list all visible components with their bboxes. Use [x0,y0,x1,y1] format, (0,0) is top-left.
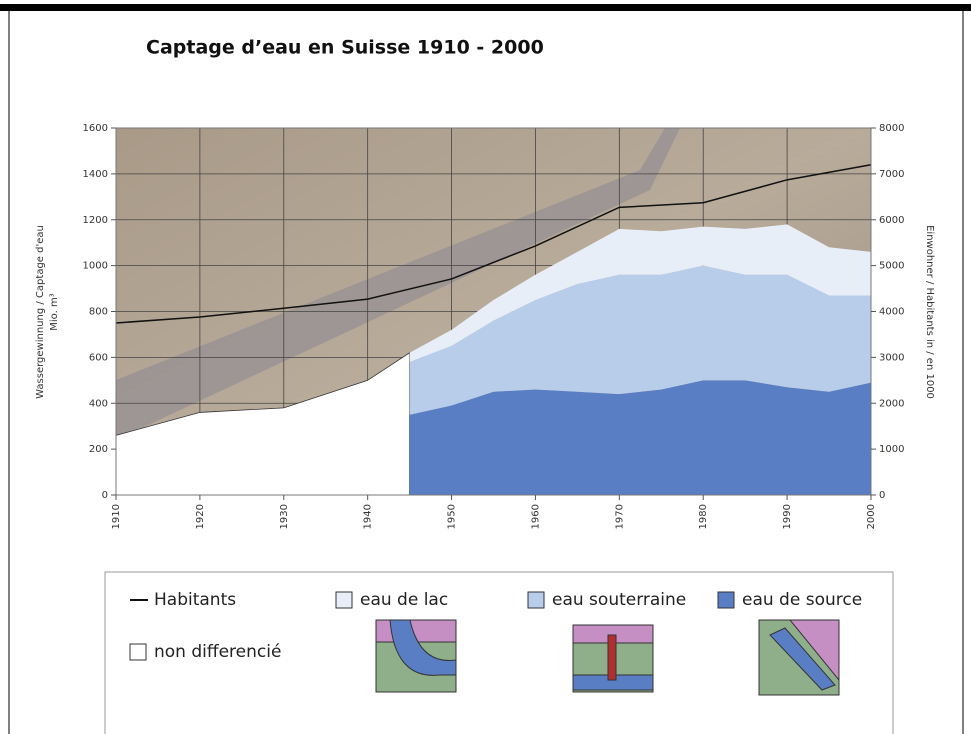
legend-swatch [336,592,352,608]
legend-swatch [528,592,544,608]
y-tick-label: 1000 [83,261,108,272]
legend-swatch [718,592,734,608]
x-tick-label: 1980 [698,504,709,529]
x-tick-label: 1960 [530,504,541,529]
legend-label: non differencié [154,642,281,662]
x-tick-label: 1940 [363,504,374,529]
y2-tick-label: 4000 [879,307,904,318]
legend-label: Habitants [154,590,236,610]
y2-tick-label: 5000 [879,261,904,272]
y-tick-label: 200 [89,444,108,455]
x-tick-label: 1950 [447,504,458,529]
x-tick-label: 2000 [866,504,877,529]
x-tick-label: 1970 [614,504,625,529]
y2-tick-label: 3000 [879,352,904,363]
y2-tick-label: 6000 [879,215,904,226]
y-tick-label: 400 [89,398,108,409]
legend-label: eau de source [742,590,862,610]
y2-tick-label: 1000 [879,444,904,455]
x-tick-label: 1990 [782,504,793,529]
area [410,380,871,495]
y-axis-label: Mio. m³ [49,293,60,330]
chart: Captage d’eau en Suisse 1910 - 2000 Wass… [0,0,971,734]
y-tick-label: 600 [89,352,108,363]
x-tick-label: 1910 [111,504,122,529]
y-tick-label: 1600 [83,123,108,134]
legend-icons [376,620,839,695]
y2-tick-label: 2000 [879,398,904,409]
y-tick-label: 1200 [83,215,108,226]
y-axis-label: Wassergewinnung / Captage d'eau [35,225,46,399]
chart-title: Captage d’eau en Suisse 1910 - 2000 [146,37,544,59]
y-tick-label: 0 [102,490,108,501]
legend-label: eau de lac [360,590,448,610]
y2-tick-label: 8000 [879,123,904,134]
y2-tick-label: 0 [879,490,885,501]
y-tick-label: 800 [89,307,108,318]
y2-axis-label: Einwohner / Habitants in / en 1000 [924,225,935,399]
y2-tick-label: 7000 [879,169,904,180]
y-tick-label: 1400 [83,169,108,180]
legend-label: eau souterraine [552,590,686,610]
page: Captage d’eau en Suisse 1910 - 2000 Wass… [0,0,971,734]
legend-swatch [130,644,146,660]
top-bar [0,4,971,11]
icon-well [608,635,616,680]
x-tick-label: 1920 [195,504,206,529]
x-tick-label: 1930 [279,504,290,529]
